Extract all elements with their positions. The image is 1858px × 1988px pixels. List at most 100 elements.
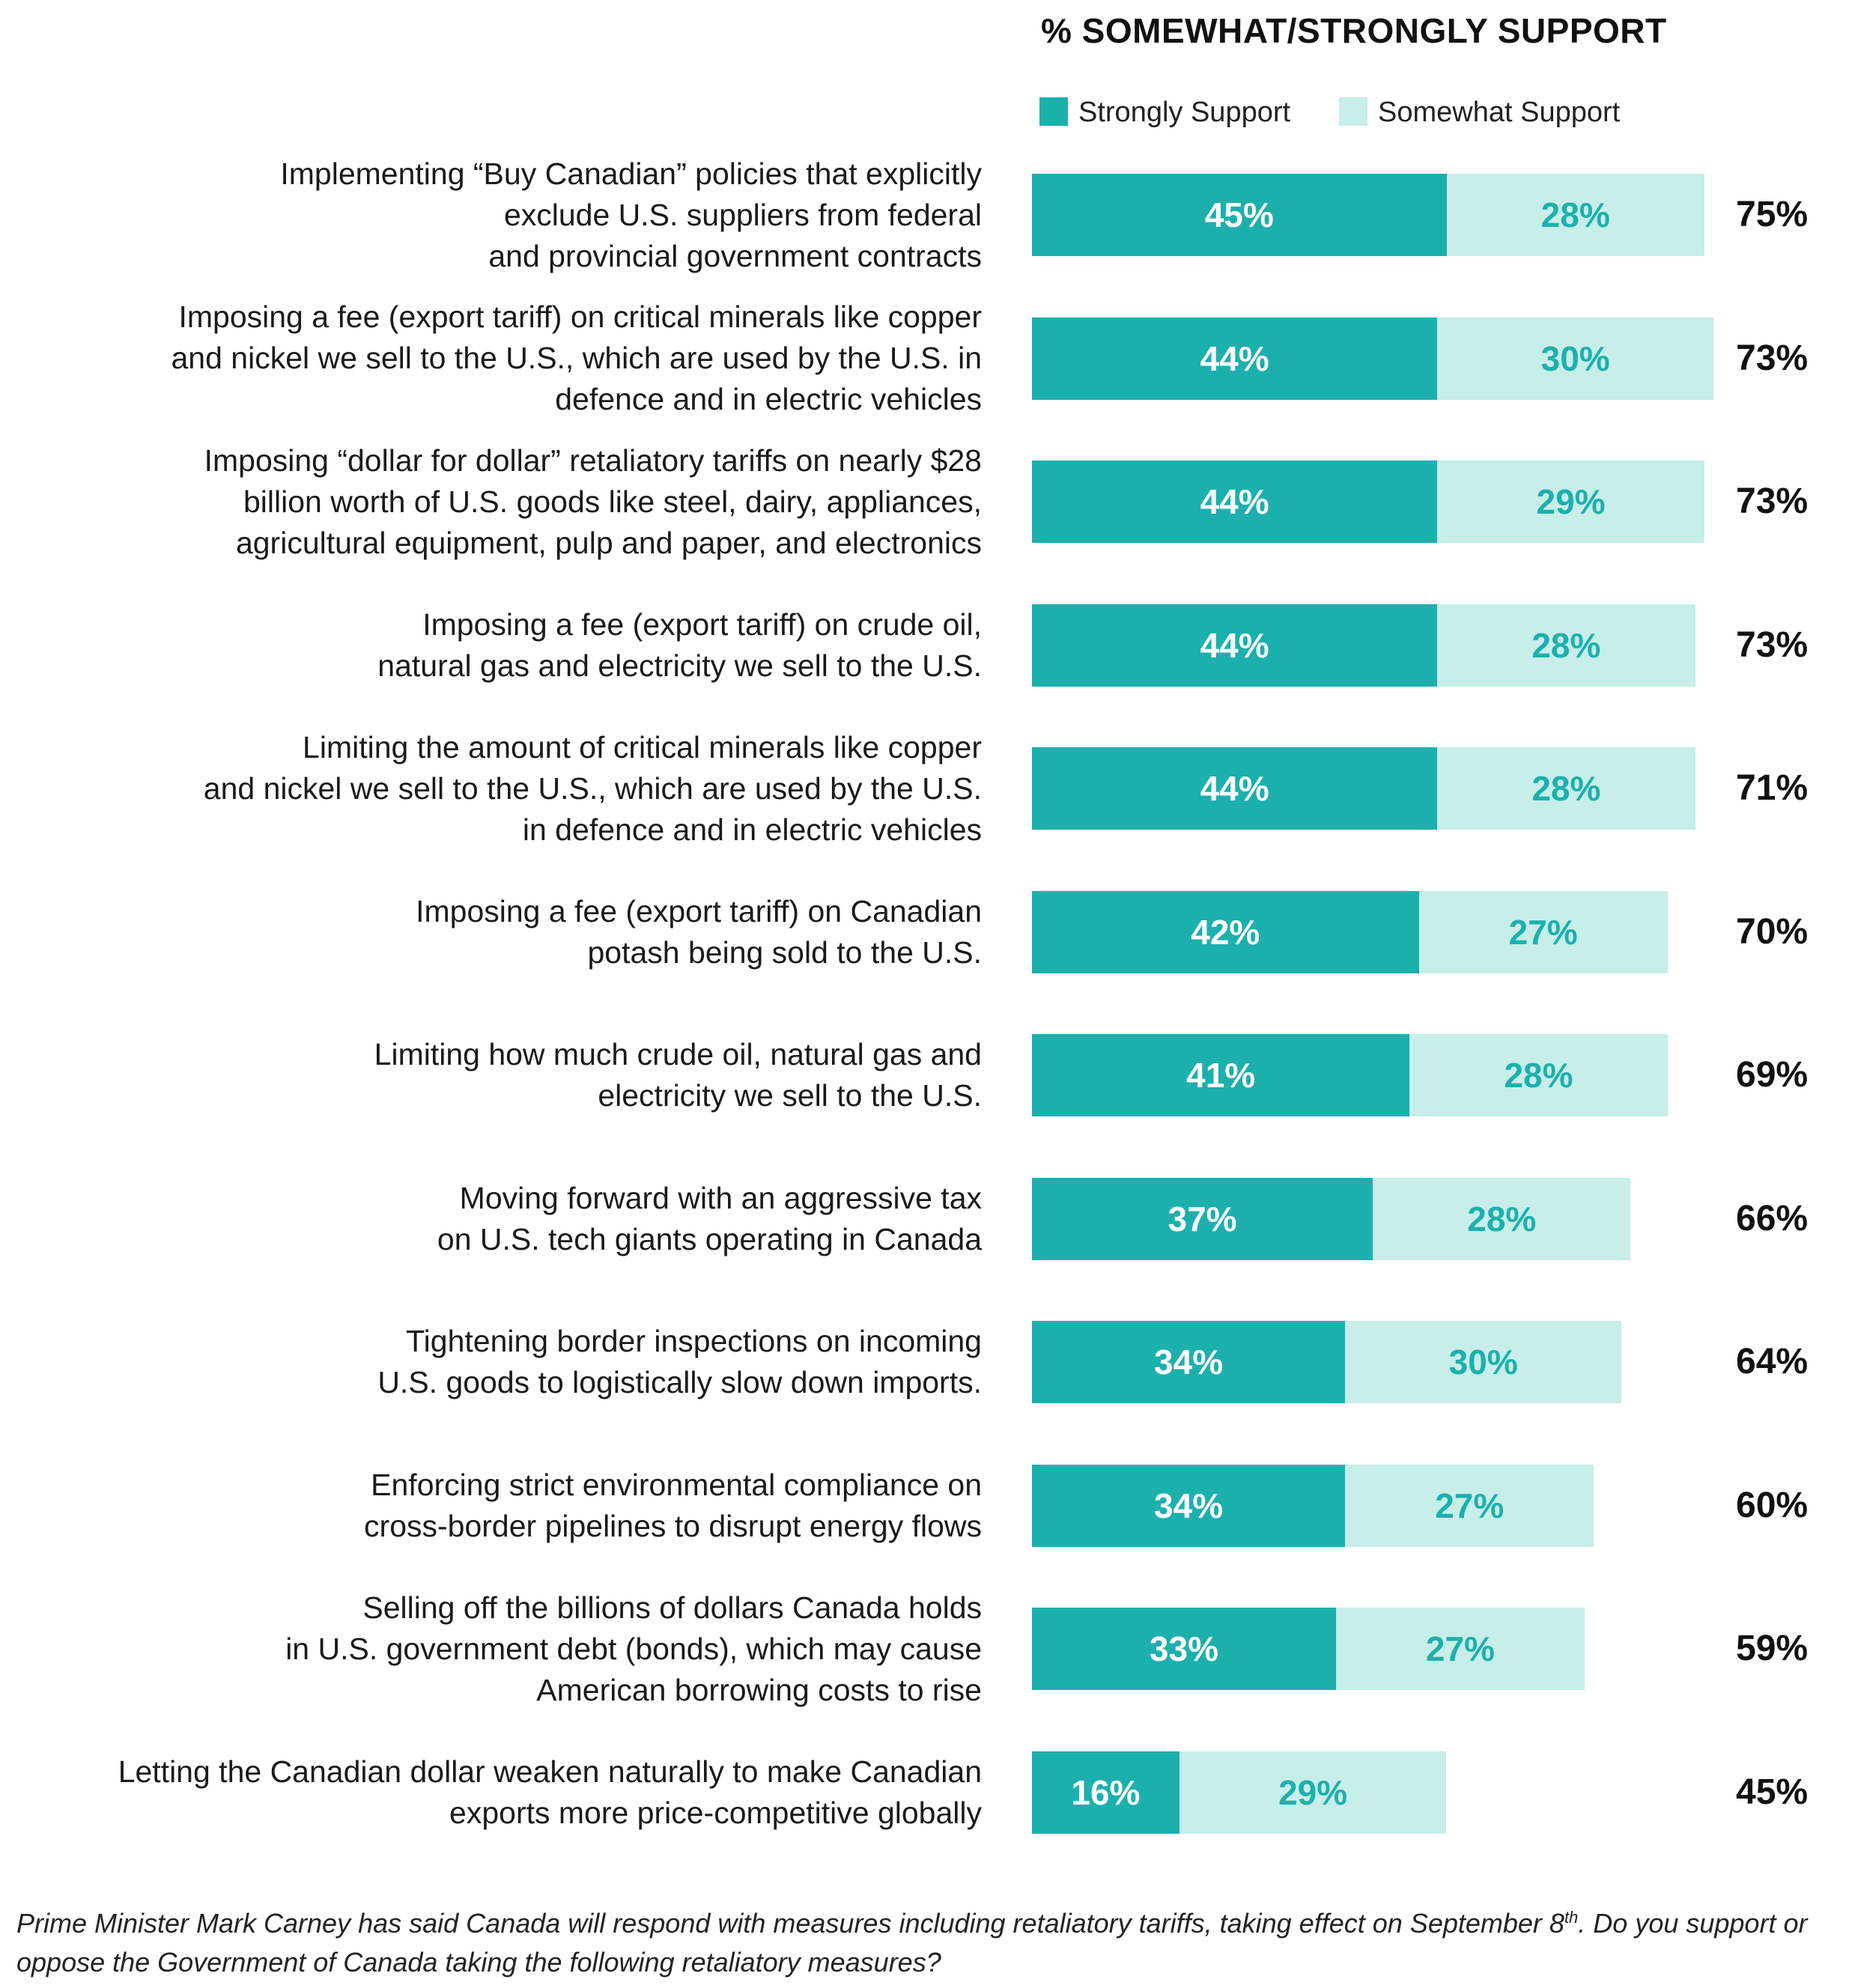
- category-label-line: Limiting how much crude oil, natural gas…: [374, 1037, 982, 1071]
- value-label-strongly-support: 16%: [1071, 1772, 1141, 1812]
- category-label-line: exclude U.S. suppliers from federal: [503, 197, 982, 232]
- legend-swatch-strongly-support: [1039, 97, 1068, 126]
- value-label-somewhat-support: 27%: [1425, 1629, 1495, 1668]
- category-label-line: and nickel we sell to the U.S., which ar…: [171, 341, 983, 375]
- bar-strongly-support: [1032, 460, 1438, 543]
- bar-somewhat-support: [1437, 604, 1695, 687]
- value-label-somewhat-support: 30%: [1540, 338, 1610, 378]
- category-label-line: U.S. goods to logistically slow down imp…: [377, 1365, 982, 1399]
- value-label-somewhat-support: 28%: [1540, 195, 1610, 234]
- bar-row: Moving forward with an aggressive tax on …: [0, 1177, 1858, 1260]
- total-label: 59%: [1736, 1629, 1809, 1668]
- category-label: Imposing a fee (export tariff) on critic…: [8, 297, 983, 420]
- value-label-strongly-support: 44%: [1200, 769, 1269, 808]
- category-label-line: cross-border pipelines to disrupt energy…: [364, 1508, 982, 1543]
- category-label: Limiting how much crude oil, natural gas…: [8, 1034, 982, 1116]
- category-label-line: defence and in electric vehicles: [555, 382, 982, 416]
- category-label: Limiting the amount of critical minerals…: [8, 727, 982, 851]
- total-label: 71%: [1736, 768, 1809, 808]
- value-label-strongly-support: 37%: [1168, 1199, 1237, 1238]
- bar-strongly-support: [1032, 747, 1438, 830]
- category-label-line: Limiting the amount of critical minerals…: [303, 729, 982, 765]
- value-label-somewhat-support: 28%: [1504, 1056, 1573, 1095]
- bar-strongly-support: [1032, 1034, 1410, 1116]
- value-label-somewhat-support: 28%: [1531, 769, 1601, 808]
- bar-somewhat-support: [1409, 1034, 1668, 1116]
- value-label-somewhat-support: 29%: [1278, 1772, 1348, 1812]
- category-label-line: Imposing “dollar for dollar” retaliatory…: [204, 443, 982, 478]
- total-label: 69%: [1736, 1055, 1809, 1095]
- bar-somewhat-support: [1437, 747, 1695, 830]
- bar-somewhat-support: [1437, 460, 1704, 543]
- bar-row: Imposing a fee (export tariff) on critic…: [0, 300, 1858, 416]
- footnote-superscript: th: [1564, 1908, 1579, 1927]
- value-label-somewhat-support: 27%: [1435, 1486, 1505, 1525]
- legend-swatch-somewhat-support: [1339, 97, 1367, 126]
- bar-strongly-support: [1032, 604, 1438, 687]
- bar-row: Enforcing strict environmental complianc…: [0, 1464, 1858, 1547]
- total-label: 75%: [1736, 195, 1809, 234]
- bar-row: Tightening border inspections on incomin…: [0, 1321, 1858, 1403]
- category-label-line: Selling off the billions of dollars Cana…: [362, 1590, 982, 1625]
- bar-row: Imposing a fee (export tariff) on Canadi…: [0, 890, 1858, 973]
- total-label: 73%: [1736, 338, 1809, 378]
- bar-strongly-support: [1032, 1321, 1346, 1403]
- category-label-line: electricity we sell to the U.S.: [598, 1078, 982, 1113]
- value-label-strongly-support: 41%: [1186, 1056, 1256, 1095]
- value-label-strongly-support: 44%: [1200, 482, 1269, 521]
- category-label-line: and nickel we sell to the U.S., which ar…: [203, 770, 982, 806]
- value-label-strongly-support: 34%: [1154, 1486, 1224, 1525]
- category-label-line: potash being sold to the U.S.: [587, 934, 982, 970]
- category-label: Moving forward with an aggressive tax on …: [8, 1178, 982, 1260]
- category-label-line: exports more price-competitive globally: [449, 1795, 982, 1830]
- legend-label-somewhat-support: Somewhat Support: [1378, 97, 1621, 128]
- bar-somewhat-support: [1345, 1321, 1622, 1403]
- value-label-strongly-support: 44%: [1200, 338, 1269, 378]
- category-label-line: Enforcing strict environmental complianc…: [371, 1467, 982, 1502]
- total-label: 66%: [1736, 1198, 1809, 1238]
- category-label: Imposing “dollar for dollar” retaliatory…: [8, 440, 982, 564]
- category-label-line: Implementing “Buy Canadian” policies tha…: [280, 156, 982, 191]
- value-label-strongly-support: 34%: [1154, 1343, 1224, 1381]
- value-label-somewhat-support: 29%: [1536, 482, 1606, 521]
- bar-row: Letting the Canadian dollar weaken natur…: [0, 1751, 1858, 1834]
- bar-strongly-support: [1032, 1751, 1180, 1834]
- category-label-line: Imposing a fee (export tariff) on crude …: [422, 607, 982, 642]
- bar-somewhat-support: [1437, 317, 1714, 400]
- bar-somewhat-support: [1345, 1464, 1594, 1547]
- category-label-line: in defence and in electric vehicles: [522, 812, 982, 847]
- category-label-line: Moving forward with an aggressive tax: [459, 1180, 982, 1215]
- bar-row: Imposing a fee (export tariff) on crude …: [0, 604, 1858, 687]
- category-label-line: and provincial government contracts: [488, 238, 982, 273]
- category-label: Selling off the billions of dollars Cana…: [8, 1587, 982, 1711]
- bar-somewhat-support: [1418, 890, 1668, 973]
- legend-label-strongly-support: Strongly Support: [1078, 97, 1291, 128]
- category-label-line: natural gas and electricity we sell to t…: [377, 648, 982, 683]
- value-label-somewhat-support: 27%: [1508, 912, 1578, 952]
- category-label-line: Imposing a fee (export tariff) on Canadi…: [416, 893, 982, 928]
- category-label-line: on U.S. tech giants operating in Canada: [437, 1221, 982, 1256]
- category-label: Implementing “Buy Canadian” policies tha…: [8, 153, 982, 277]
- category-label: Tightening border inspections on incomin…: [8, 1321, 982, 1403]
- bar-strongly-support: [1032, 1608, 1336, 1690]
- value-label-somewhat-support: 30%: [1448, 1343, 1518, 1381]
- total-label: 70%: [1736, 911, 1809, 952]
- total-label: 64%: [1736, 1342, 1809, 1381]
- bar-row: Selling off the billions of dollars Cana…: [0, 1590, 1858, 1707]
- total-label: 73%: [1736, 624, 1809, 665]
- bar-strongly-support: [1032, 1464, 1346, 1547]
- chart-title: % SOMEWHAT/STRONGLY SUPPORT: [1041, 11, 1667, 50]
- bar-somewhat-support: [1335, 1608, 1585, 1690]
- category-label-line: Imposing a fee (export tariff) on critic…: [178, 300, 982, 334]
- bar-strongly-support: [1032, 174, 1447, 256]
- footnote-text-end: . Do you support or oppose the Governmen…: [16, 1908, 1808, 1978]
- value-label-strongly-support: 45%: [1204, 195, 1274, 234]
- category-label-line: Letting the Canadian dollar weaken natur…: [118, 1754, 982, 1789]
- value-label-strongly-support: 42%: [1191, 912, 1260, 952]
- category-label: Imposing a fee (export tariff) on crude …: [8, 604, 982, 687]
- category-label: Letting the Canadian dollar weaken natur…: [8, 1751, 982, 1834]
- bar-strongly-support: [1032, 890, 1419, 973]
- bar-somewhat-support: [1179, 1751, 1447, 1834]
- category-label-line: billion worth of U.S. goods like steel, …: [243, 484, 982, 519]
